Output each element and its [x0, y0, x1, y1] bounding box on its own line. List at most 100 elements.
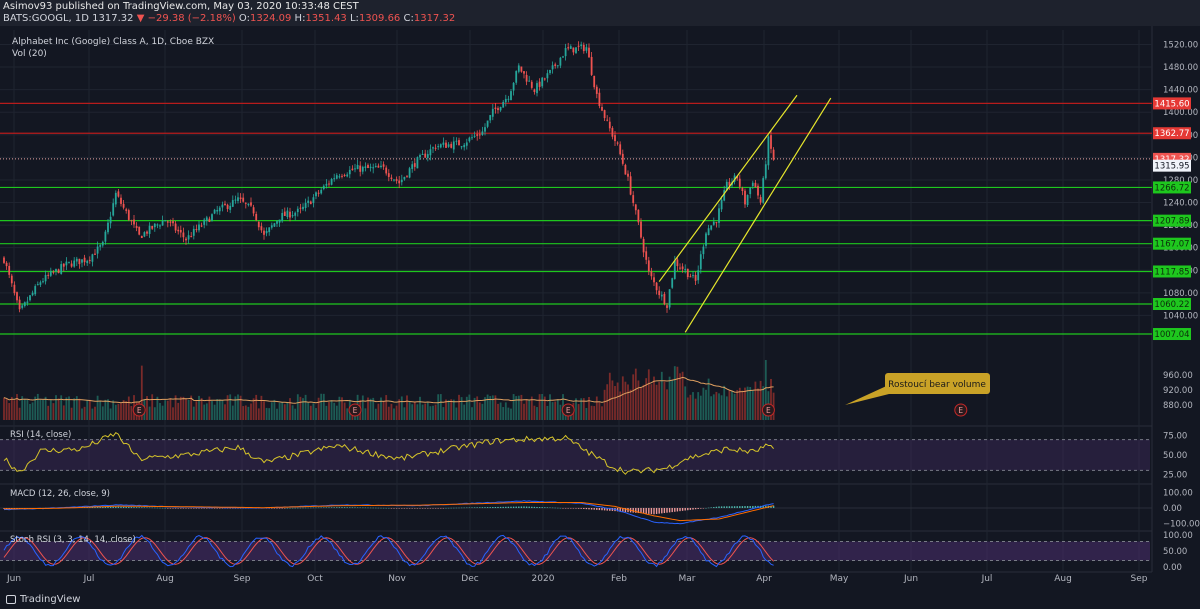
candle-body: [16, 292, 18, 301]
candle-body: [390, 177, 393, 179]
macd-histogram-bar: [343, 507, 346, 508]
candle-body: [723, 190, 726, 201]
volume-bar: [328, 402, 330, 420]
macd-histogram-bar: [473, 507, 476, 508]
volume-bar: [140, 365, 143, 420]
volume-bar: [681, 371, 684, 420]
sr-level-value: 1007.04: [1154, 330, 1189, 340]
macd-histogram-bar: [382, 507, 385, 509]
volume-bar: [616, 382, 619, 420]
macd-histogram-bar: [515, 506, 517, 508]
volume-bar: [632, 374, 635, 420]
candle-body: [387, 173, 390, 177]
trading-chart[interactable]: Jun Jul Aug Sep Oct Nov Dec 2020 Feb Mar Apr May Jun…: [0, 26, 1200, 590]
candle-body: [476, 134, 479, 136]
volume-tick-label: 920.00: [1163, 386, 1193, 396]
earnings-marker-label: E: [958, 406, 963, 415]
macd-histogram-bar: [180, 508, 182, 509]
candle-body: [598, 92, 601, 106]
candle-body: [486, 120, 489, 127]
volume-bar: [367, 397, 369, 420]
volume-bar: [31, 402, 34, 420]
macd-histogram-bar: [754, 505, 757, 508]
candle-body: [738, 178, 741, 187]
candle-body: [281, 213, 284, 222]
candle-body: [445, 142, 447, 148]
volume-bar: [541, 394, 544, 420]
macd-histogram-bar: [429, 508, 432, 509]
price-label-value: 1315.95: [1154, 162, 1189, 172]
ohlc-high-label: H:: [294, 13, 306, 24]
volume-bar: [268, 408, 271, 420]
macd-histogram-bar: [463, 507, 465, 509]
macd-histogram-bar: [440, 508, 442, 509]
candle-body: [351, 168, 354, 171]
macd-histogram-bar: [434, 508, 437, 509]
candle-body: [104, 231, 107, 242]
candle-body: [577, 45, 580, 47]
macd-histogram-bar: [486, 507, 489, 508]
candle-body: [403, 176, 406, 180]
candle-body: [510, 91, 512, 101]
macd-histogram-bar: [593, 508, 595, 510]
candle-body: [416, 157, 419, 169]
macd-histogram-bar: [359, 507, 361, 509]
macd-histogram-bar: [575, 508, 577, 509]
volume-bar: [120, 403, 122, 420]
publish-info: Asimov93 published on TradingView.com, M…: [3, 1, 359, 12]
candle-body: [595, 86, 598, 94]
candle-body: [439, 144, 442, 148]
candle-body: [471, 137, 473, 139]
volume-bar: [125, 401, 128, 420]
macd-histogram-bar: [481, 507, 484, 508]
candle-body: [754, 182, 757, 188]
candle-body: [484, 127, 486, 132]
rsi-label: RSI (14, close): [10, 430, 71, 440]
volume-bar: [205, 403, 208, 420]
macd-histogram-bar: [723, 506, 725, 508]
symbol-label: BATS:GOOGL, 1D: [3, 13, 89, 24]
volume-bar: [736, 389, 739, 420]
candle-body: [556, 65, 559, 67]
volume-bar: [177, 402, 180, 420]
volume-bar: [247, 406, 250, 420]
candle-body: [330, 178, 333, 185]
volume-bar: [395, 405, 398, 420]
macd-histogram-bar: [388, 507, 390, 509]
volume-bar: [88, 399, 91, 420]
candle-body: [697, 270, 700, 281]
macd-histogram-bar: [141, 507, 143, 508]
sr-level-value: 1362.77: [1154, 129, 1189, 139]
macd-histogram-bar: [580, 508, 582, 509]
x-tick-label: Jul: [83, 574, 95, 584]
x-tick-label: Nov: [388, 574, 406, 584]
volume-bar: [117, 403, 120, 420]
volume-bar: [65, 397, 68, 420]
macd-histogram-bar: [320, 507, 322, 509]
volume-bar: [757, 388, 759, 420]
macd-histogram-bar: [650, 508, 653, 515]
stoch-tick-label: 50.00: [1163, 547, 1187, 557]
tradingview-logo[interactable]: TradingView: [6, 594, 80, 605]
volume-bar: [148, 406, 151, 420]
candle-body: [406, 175, 408, 177]
candle-body: [473, 135, 476, 137]
macd-histogram-bar: [109, 506, 112, 508]
x-tick-label: May: [830, 574, 849, 584]
macd-histogram-bar: [512, 506, 515, 508]
volume-bar: [68, 396, 70, 420]
macd-histogram-bar: [674, 508, 676, 512]
candle-body: [107, 222, 109, 233]
sr-level-tag: [1153, 237, 1191, 250]
candle-body: [299, 207, 302, 209]
volume-bar: [382, 401, 385, 420]
candle-body: [426, 154, 429, 158]
volume-bar: [18, 407, 21, 420]
macd-histogram-bar: [715, 506, 718, 508]
macd-histogram-bar: [705, 508, 707, 509]
stoch-label: Stoch RSI (3, 3, 14, 14, close): [10, 535, 136, 545]
y-tick-label: 1480.00: [1163, 63, 1198, 73]
volume-bar: [666, 389, 668, 420]
volume-bar: [601, 406, 603, 420]
candle-body: [580, 44, 583, 47]
